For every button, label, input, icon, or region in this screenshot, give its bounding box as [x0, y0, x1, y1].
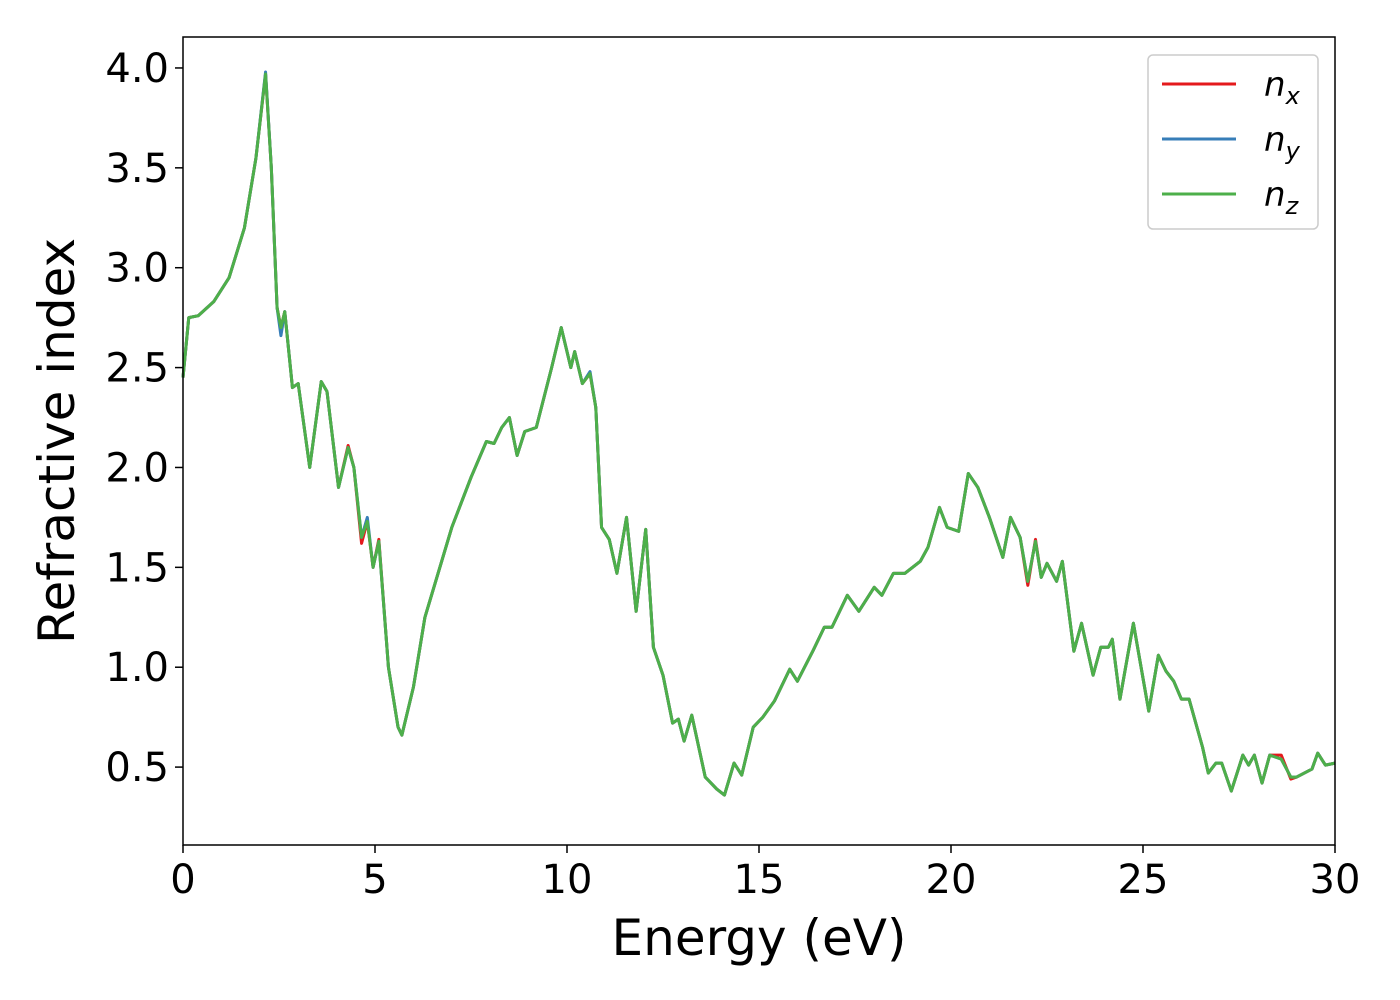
y-tick-label: 2.5 [105, 346, 169, 392]
y-tick-label: 4.0 [105, 46, 169, 92]
legend-label: ny [1264, 120, 1301, 165]
legend-label: nx [1264, 65, 1301, 110]
x-tick-label: 20 [926, 857, 977, 903]
x-tick-label: 15 [734, 857, 785, 903]
x-tick-label: 5 [362, 857, 387, 903]
legend-box [1147, 54, 1319, 230]
y-tick-label: 1.5 [105, 545, 169, 591]
x-tick-label: 10 [542, 857, 593, 903]
x-tick-label: 30 [1310, 857, 1361, 903]
legend-label: nz [1264, 175, 1300, 220]
y-tick-label: 3.5 [105, 146, 169, 192]
plot-frame [182, 36, 1336, 846]
y-tick-label: 2.0 [105, 445, 169, 491]
x-axis-label: Energy (eV) [612, 909, 907, 967]
y-tick-label: 0.5 [105, 745, 169, 791]
x-tick-label: 25 [1118, 857, 1169, 903]
y-tick-label: 3.0 [105, 246, 169, 292]
x-tick-label: 0 [170, 857, 195, 903]
y-axis-label: Refractive index [28, 238, 86, 644]
line-series [181, 72, 1336, 797]
y-tick-label: 1.0 [105, 645, 169, 691]
